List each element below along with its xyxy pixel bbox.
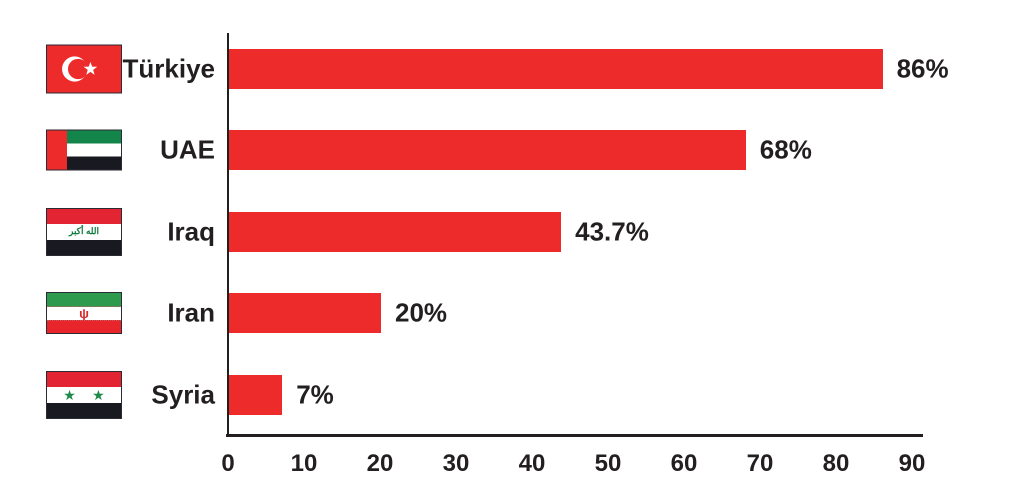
category-label: Iraq (167, 216, 215, 247)
chart-row: UAE 68% (0, 129, 1012, 171)
x-tick-label: 90 (898, 450, 926, 477)
category-label: Türkiye (122, 53, 216, 84)
x-tick-label: 80 (822, 450, 850, 477)
iraq-flag-script: الله أكبر (68, 226, 99, 237)
iran-flag-emblem: ψ (79, 305, 89, 321)
bar-value-label: 20% (395, 297, 448, 328)
iran-flag-icon: ψ (46, 292, 122, 334)
x-tick-label: 40 (518, 450, 546, 477)
y-axis-line (227, 33, 229, 436)
x-tick-label: 60 (670, 450, 698, 477)
x-axis-line (226, 434, 923, 437)
x-tick-label: 10 (290, 450, 318, 477)
uae-flag-red-stripe (47, 130, 67, 170)
bar-value-label: 7% (296, 379, 334, 410)
x-tick-label: 30 (442, 450, 470, 477)
chart-row: ψ Iran 20% (0, 292, 1012, 334)
syria-flag-star: ★ (92, 386, 105, 403)
x-tick-label: 20 (366, 450, 394, 477)
chart-row: الله أكبر Iraq 43.7% (0, 208, 1012, 256)
bar-value-label: 68% (759, 134, 812, 165)
bar (229, 293, 381, 333)
bar (229, 130, 746, 170)
category-label: Syria (151, 379, 215, 410)
category-label: UAE (160, 134, 215, 165)
category-label: Iran (167, 297, 215, 328)
bar (229, 375, 283, 415)
x-tick-label: 0 (221, 450, 235, 477)
x-tick-label: 50 (594, 450, 622, 477)
bar (229, 212, 562, 252)
bar (229, 49, 883, 89)
syria-flag-icon: ★ ★ (46, 371, 122, 419)
bar-value-label: 43.7% (575, 216, 649, 247)
uae-flag-icon (46, 129, 122, 171)
x-tick-label: 70 (746, 450, 774, 477)
chart-row: ★ ★ Syria 7% (0, 371, 1012, 419)
syria-flag-star: ★ (63, 386, 76, 403)
bar-value-label: 86% (896, 53, 949, 84)
chart-row: Türkiye 86% (0, 44, 1012, 94)
turkey-flag-icon (46, 44, 122, 94)
iraq-flag-icon: الله أكبر (46, 208, 122, 256)
